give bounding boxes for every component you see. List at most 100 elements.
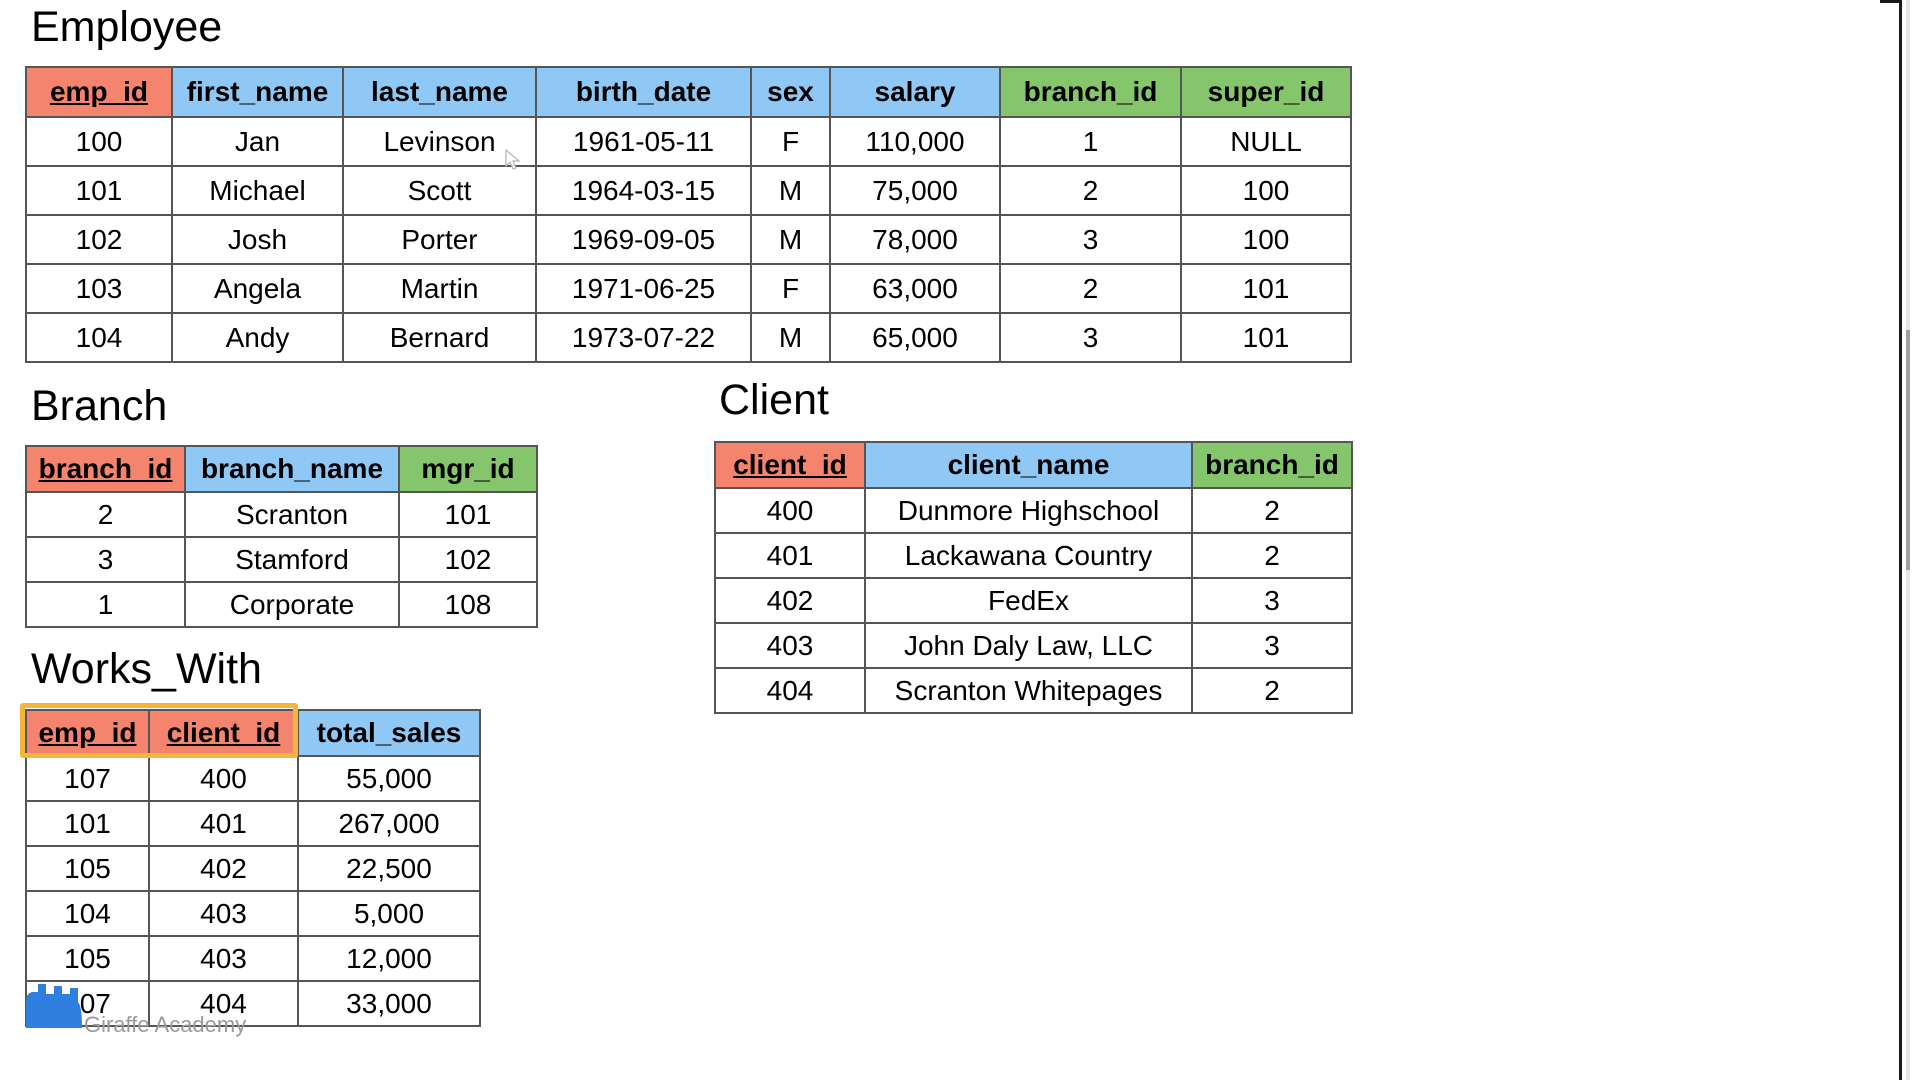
table-row: 400 Dunmore Highschool 2 [714, 487, 1353, 534]
top-corner-mark [1880, 0, 1902, 3]
table-row: 401 Lackawana Country 2 [714, 532, 1353, 579]
table-row: 402 FedEx 3 [714, 577, 1353, 624]
table-row: 3 Stamford 102 [25, 536, 538, 583]
table-cell-total-sales: 12,000 [297, 935, 481, 982]
table-cell-super-id: 100 [1180, 214, 1352, 265]
column-header-branch-id: branch_id [1191, 441, 1353, 489]
mouse-cursor-icon [505, 149, 521, 170]
column-header-first-name: first_name [171, 66, 344, 118]
table-row: 107 400 55,000 [25, 755, 481, 802]
table-cell-salary: 63,000 [829, 263, 1001, 314]
table-cell-birth-date: 1964-03-15 [535, 165, 752, 216]
table-cell-client-name: Lackawana Country [864, 532, 1193, 579]
table-cell-emp-id: 107 [25, 755, 150, 802]
table-cell-client-id: 400 [714, 487, 866, 534]
table-cell-emp-id: 103 [25, 263, 173, 314]
table-cell-client-id: 403 [148, 935, 299, 982]
table-cell-client-id: 404 [714, 667, 866, 714]
column-header-branch-name: branch_name [184, 445, 400, 493]
table-cell-first-name: Josh [171, 214, 344, 265]
table-cell-client-name: Scranton Whitepages [864, 667, 1193, 714]
column-header-emp-id: emp_id [25, 709, 150, 757]
table-row: 104 Andy Bernard 1973-07-22 M 65,000 3 101 [25, 312, 1352, 363]
table-cell-first-name: Michael [171, 165, 344, 216]
table-header-row: emp_id first_name last_name birth_date sex sa… [25, 66, 1352, 118]
table-cell-branch-id: 1 [25, 581, 186, 628]
table-cell-first-name: Angela [171, 263, 344, 314]
table-row: 2 Scranton 101 [25, 491, 538, 538]
table-cell-client-id: 402 [148, 845, 299, 892]
employee-table: emp_id first_name last_name birth_date sex sa… [25, 66, 1352, 363]
table-cell-emp-id: 102 [25, 214, 173, 265]
table-cell-emp-id: 104 [25, 312, 173, 363]
table-row: 101 Michael Scott 1964-03-15 M 75,000 2 100 [25, 165, 1352, 216]
table-cell-total-sales: 55,000 [297, 755, 481, 802]
table-cell-client-id: 403 [148, 890, 299, 937]
table-cell-mgr-id: 108 [398, 581, 538, 628]
table-header-row: emp_id client_id total_sales [25, 709, 481, 757]
table-row: 105 402 22,500 [25, 845, 481, 892]
right-border [1899, 0, 1902, 1080]
table-cell-branch-id: 3 [25, 536, 186, 583]
table-cell-sex: F [750, 116, 831, 167]
table-cell-first-name: Andy [171, 312, 344, 363]
branch-table: branch_id branch_name mgr_id 2 Scranton 101 3… [25, 445, 538, 628]
table-cell-mgr-id: 101 [398, 491, 538, 538]
table-cell-client-id: 403 [714, 622, 866, 669]
table-cell-client-name: Dunmore Highschool [864, 487, 1193, 534]
table-cell-client-name: John Daly Law, LLC [864, 622, 1193, 669]
table-cell-client-name: FedEx [864, 577, 1193, 624]
table-row: 404 Scranton Whitepages 2 [714, 667, 1353, 714]
giraffe-logo-icon [26, 984, 82, 1028]
table-cell-emp-id: 101 [25, 800, 150, 847]
scrollbar-thumb[interactable] [1906, 330, 1910, 570]
table-cell-last-name: Martin [342, 263, 537, 314]
table-row: 100 Jan Levinson 1961-05-11 F 110,000 1 NULL [25, 116, 1352, 167]
table-cell-client-id: 401 [148, 800, 299, 847]
column-header-total-sales: total_sales [297, 709, 481, 757]
table-header-row: client_id client_name branch_id [714, 441, 1353, 489]
table-cell-branch-id: 3 [999, 312, 1182, 363]
watermark-text: Giraffe Academy [84, 1012, 247, 1037]
table-cell-super-id: 100 [1180, 165, 1352, 216]
table-cell-salary: 65,000 [829, 312, 1001, 363]
table-cell-birth-date: 1961-05-11 [535, 116, 752, 167]
table-cell-branch-id: 2 [999, 165, 1182, 216]
table-cell-total-sales: 22,500 [297, 845, 481, 892]
works-with-table: emp_id client_id total_sales 107 400 55,000 1… [25, 709, 481, 1027]
table-cell-last-name: Scott [342, 165, 537, 216]
employee-title: Employee [31, 3, 223, 51]
column-header-branch-id: branch_id [999, 66, 1182, 118]
table-cell-birth-date: 1973-07-22 [535, 312, 752, 363]
table-cell-emp-id: 105 [25, 935, 150, 982]
table-cell-branch-id: 2 [1191, 667, 1353, 714]
table-row: 102 Josh Porter 1969-09-05 M 78,000 3 100 [25, 214, 1352, 265]
table-cell-sex: M [750, 165, 831, 216]
table-cell-emp-id: 101 [25, 165, 173, 216]
table-cell-sex: M [750, 214, 831, 265]
table-cell-emp-id: 104 [25, 890, 150, 937]
table-cell-client-id: 401 [714, 532, 866, 579]
table-row: 104 403 5,000 [25, 890, 481, 937]
table-cell-super-id: 101 [1180, 263, 1352, 314]
table-cell-salary: 78,000 [829, 214, 1001, 265]
table-cell-mgr-id: 102 [398, 536, 538, 583]
table-row: 103 Angela Martin 1971-06-25 F 63,000 2 101 [25, 263, 1352, 314]
table-cell-last-name: Bernard [342, 312, 537, 363]
table-cell-total-sales: 267,000 [297, 800, 481, 847]
table-cell-last-name: Levinson [342, 116, 537, 167]
table-cell-emp-id: 100 [25, 116, 173, 167]
client-title: Client [719, 376, 829, 424]
column-header-last-name: last_name [342, 66, 537, 118]
table-cell-branch-id: 2 [1191, 532, 1353, 579]
client-table: client_id client_name branch_id 400 Dunmore… [714, 441, 1353, 714]
table-cell-sex: M [750, 312, 831, 363]
table-cell-salary: 75,000 [829, 165, 1001, 216]
column-header-mgr-id: mgr_id [398, 445, 538, 493]
table-cell-branch-id: 3 [1191, 622, 1353, 669]
table-cell-branch-name: Corporate [184, 581, 400, 628]
column-header-super-id: super_id [1180, 66, 1352, 118]
table-cell-birth-date: 1969-09-05 [535, 214, 752, 265]
table-row: 1 Corporate 108 [25, 581, 538, 628]
table-cell-branch-id: 2 [25, 491, 186, 538]
